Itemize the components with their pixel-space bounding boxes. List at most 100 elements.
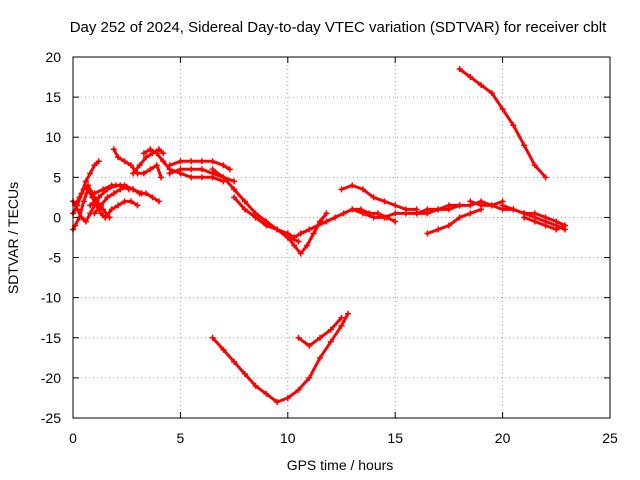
data-point <box>188 174 195 181</box>
data-point <box>375 210 382 217</box>
data-point <box>381 214 388 221</box>
data-point <box>291 234 298 241</box>
data-point <box>177 158 184 165</box>
y-tick-label: -5 <box>49 250 62 266</box>
data-point <box>102 214 109 221</box>
data-point <box>198 166 205 173</box>
data-point <box>209 166 216 173</box>
data-point <box>510 122 517 129</box>
data-point <box>140 170 147 177</box>
data-point <box>392 210 399 217</box>
data-point <box>188 158 195 165</box>
data-point <box>467 210 474 217</box>
data-point <box>82 218 89 225</box>
data-point <box>125 186 132 193</box>
x-tick-label: 25 <box>602 430 618 446</box>
data-point <box>177 166 184 173</box>
data-point <box>478 82 485 89</box>
data-point <box>381 198 388 205</box>
data-point <box>85 182 92 189</box>
data-point <box>138 190 145 197</box>
y-axis-label: SDTVAR / TECUs <box>5 182 21 294</box>
y-tick-label: 20 <box>45 49 61 65</box>
data-point <box>531 218 538 225</box>
data-point <box>478 202 485 209</box>
data-point <box>149 194 156 201</box>
data-point <box>166 170 173 177</box>
data-point <box>297 230 304 237</box>
series-line-arc-14 <box>211 167 300 243</box>
data-point <box>91 190 98 197</box>
data-point <box>87 170 94 177</box>
data-point <box>370 214 377 221</box>
data-point <box>445 222 452 229</box>
data-point <box>456 202 463 209</box>
data-point <box>231 186 238 193</box>
data-point <box>166 162 173 169</box>
data-point <box>241 370 248 377</box>
x-tick-label: 20 <box>495 430 511 446</box>
data-point <box>306 374 313 381</box>
data-point <box>110 146 117 153</box>
data-point <box>297 250 304 257</box>
data-point <box>392 202 399 209</box>
data-point <box>153 150 160 157</box>
y-tick-label: 5 <box>53 169 61 185</box>
data-point <box>338 314 345 321</box>
data-point <box>392 218 399 225</box>
data-point <box>284 394 291 401</box>
data-point <box>158 174 165 181</box>
data-point <box>488 90 495 97</box>
data-point <box>327 326 334 333</box>
data-point <box>314 222 321 229</box>
data-point <box>542 222 549 229</box>
chart-title: Day 252 of 2024, Sidereal Day-to-day VTE… <box>70 19 607 36</box>
data-point <box>323 210 330 217</box>
x-tick-labels: 0 5 10 15 20 25 <box>69 430 618 446</box>
data-point <box>153 162 160 169</box>
data-point <box>147 146 154 153</box>
data-point <box>561 222 568 229</box>
data-point <box>338 322 345 329</box>
data-point <box>95 194 102 201</box>
data-point <box>209 158 216 165</box>
data-point <box>542 174 549 181</box>
data-point <box>402 210 409 217</box>
data-point <box>91 210 98 217</box>
y-tick-label: -25 <box>41 410 61 426</box>
data-point <box>424 230 431 237</box>
data-point <box>117 182 124 189</box>
data-point <box>456 66 463 73</box>
data-point <box>499 106 506 113</box>
data-point <box>188 166 195 173</box>
data-point <box>87 202 94 209</box>
data-point <box>82 178 89 185</box>
data-point <box>147 166 154 173</box>
data-point <box>241 206 248 213</box>
data-series <box>70 66 568 405</box>
data-point <box>295 386 302 393</box>
data-point <box>220 174 227 181</box>
plot-frame <box>72 56 611 419</box>
data-point <box>252 214 259 221</box>
data-point <box>531 162 538 169</box>
data-point <box>435 206 442 213</box>
data-point <box>317 354 324 361</box>
x-tick-label: 10 <box>280 430 296 446</box>
data-point <box>456 214 463 221</box>
data-point <box>521 214 528 221</box>
x-tick-label: 5 <box>177 430 185 446</box>
data-point <box>127 198 134 205</box>
y-tick-label: 15 <box>45 89 61 105</box>
data-point <box>340 210 347 217</box>
data-point <box>349 182 356 189</box>
data-point <box>445 206 452 213</box>
x-tick-label: 15 <box>387 430 403 446</box>
data-point <box>108 182 115 189</box>
grid <box>73 57 610 418</box>
data-point <box>332 214 339 221</box>
data-point <box>220 346 227 353</box>
series-line-arc-26 <box>211 312 350 404</box>
data-point <box>349 206 356 213</box>
